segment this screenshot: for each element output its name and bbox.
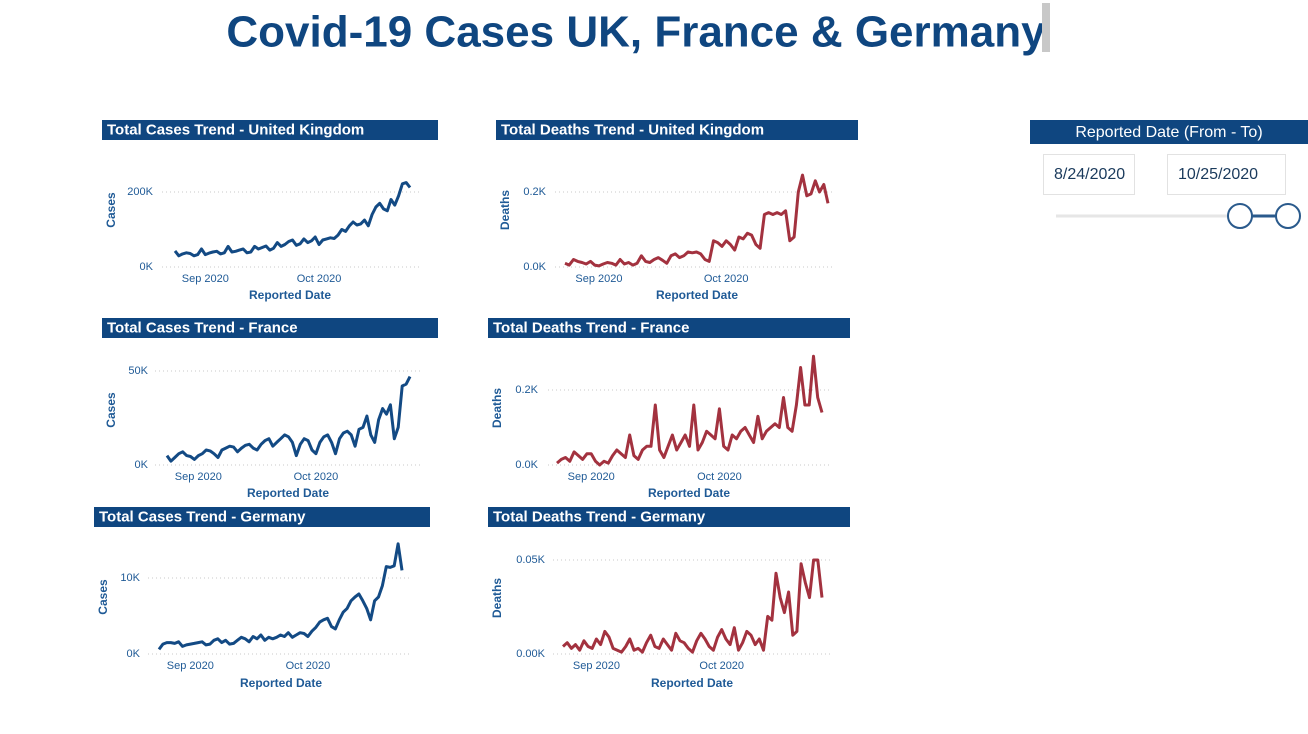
x-tick-label: Oct 2020 xyxy=(697,471,742,483)
y-tick-label: 200K xyxy=(127,186,153,198)
data-line xyxy=(173,181,412,258)
y-tick-label: 0K xyxy=(140,261,154,273)
chart-title: Total Cases Trend - United Kingdom xyxy=(107,121,364,138)
y-axis-title: Deaths xyxy=(490,388,504,428)
x-tick-label: Oct 2020 xyxy=(297,273,342,285)
page-title: Covid-19 Cases UK, France & Germany xyxy=(226,8,1046,57)
x-tick-label: Sep 2020 xyxy=(573,660,620,672)
x-tick-label: Oct 2020 xyxy=(704,273,749,285)
x-axis-title: Reported Date xyxy=(249,288,331,302)
chart-title: Total Deaths Trend - France xyxy=(493,319,689,336)
y-axis-title: Cases xyxy=(104,192,118,228)
x-axis-title: Reported Date xyxy=(651,676,733,690)
y-tick-label: 0.00K xyxy=(516,648,545,660)
date-from-box[interactable] xyxy=(1043,154,1135,195)
x-tick-label: Sep 2020 xyxy=(167,660,214,672)
x-axis-title: Reported Date xyxy=(656,288,738,302)
data-line xyxy=(556,354,824,467)
y-tick-label: 0K xyxy=(135,459,149,471)
x-tick-label: Sep 2020 xyxy=(575,273,622,285)
chart-title-bar xyxy=(102,318,438,338)
chart-title: Total Cases Trend - Germany xyxy=(99,508,306,525)
data-line xyxy=(157,542,404,651)
y-tick-label: 0.2K xyxy=(515,384,538,396)
y-tick-label: 0.0K xyxy=(515,459,538,471)
slider-handle-to[interactable] xyxy=(1275,203,1301,229)
y-axis-title: Cases xyxy=(104,392,118,428)
data-line xyxy=(165,375,412,463)
slicer-title: Reported Date (From - To) xyxy=(1075,124,1262,141)
y-axis-title: Deaths xyxy=(498,190,512,230)
date-to-box[interactable] xyxy=(1167,154,1286,195)
x-tick-label: Sep 2020 xyxy=(568,471,615,483)
chart-title-bar xyxy=(94,507,430,527)
y-tick-label: 0.0K xyxy=(523,261,546,273)
chart-title: Total Deaths Trend - United Kingdom xyxy=(501,121,764,138)
y-tick-label: 0.05K xyxy=(516,554,545,566)
data-line xyxy=(564,173,830,268)
data-line xyxy=(561,558,824,654)
chart-title: Total Cases Trend - France xyxy=(107,319,298,336)
y-tick-label: 50K xyxy=(128,365,148,377)
chart-title: Total Deaths Trend - Germany xyxy=(493,508,706,525)
date-from[interactable]: 8/24/2020 xyxy=(1054,166,1125,183)
chart-title-bar xyxy=(102,120,438,140)
y-axis-title: Deaths xyxy=(490,578,504,618)
y-tick-label: 0.2K xyxy=(523,186,546,198)
title-accent xyxy=(1042,3,1050,52)
y-tick-label: 10K xyxy=(120,572,140,584)
slider-handle-from[interactable] xyxy=(1227,203,1253,229)
chart-title-bar xyxy=(488,318,850,338)
x-axis-title: Reported Date xyxy=(247,486,329,500)
date-to[interactable]: 10/25/2020 xyxy=(1178,166,1258,183)
x-tick-label: Sep 2020 xyxy=(182,273,229,285)
x-axis-title: Reported Date xyxy=(240,676,322,690)
x-tick-label: Sep 2020 xyxy=(175,471,222,483)
slicer-header xyxy=(1030,120,1308,144)
x-tick-label: Oct 2020 xyxy=(699,660,744,672)
x-tick-label: Oct 2020 xyxy=(286,660,331,672)
y-axis-title: Cases xyxy=(96,579,110,615)
x-axis-title: Reported Date xyxy=(648,486,730,500)
x-tick-label: Oct 2020 xyxy=(294,471,339,483)
chart-title-bar xyxy=(488,507,850,527)
y-tick-label: 0K xyxy=(127,648,141,660)
chart-title-bar xyxy=(496,120,858,140)
